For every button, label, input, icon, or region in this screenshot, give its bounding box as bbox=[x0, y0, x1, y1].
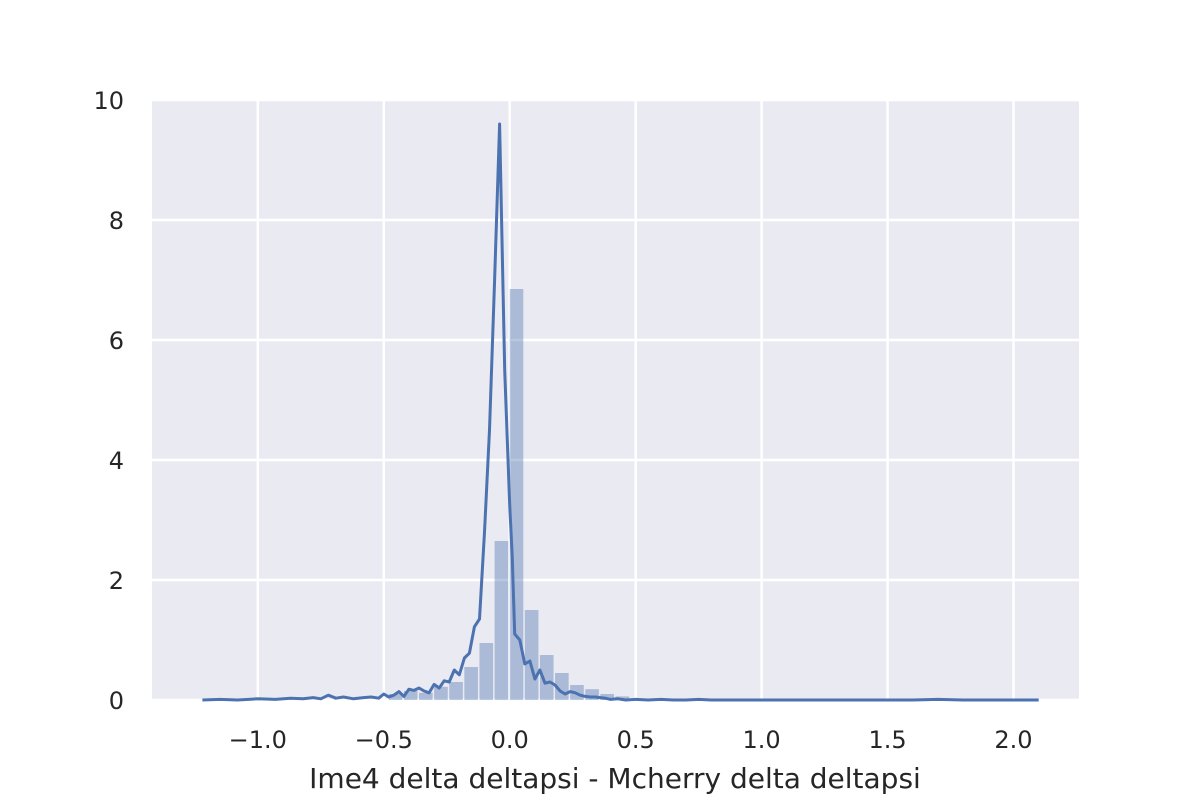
histogram-bar bbox=[479, 643, 494, 700]
histogram-bar bbox=[464, 667, 478, 700]
plot-area bbox=[152, 100, 1079, 700]
y-tick-label: 2 bbox=[109, 567, 124, 595]
x-tick-labels: −1.0 −0.5 0.0 0.5 1.0 1.5 2.0 bbox=[229, 726, 1033, 754]
x-tick-label: 0.5 bbox=[617, 726, 655, 754]
histogram-bar bbox=[449, 682, 463, 700]
x-tick-label: 2.0 bbox=[994, 726, 1032, 754]
kde-curve-layer bbox=[202, 122, 1039, 702]
histogram-bar bbox=[539, 655, 554, 700]
histogram-bar bbox=[585, 689, 599, 700]
histogram-bar bbox=[434, 686, 448, 700]
y-tick-label: 4 bbox=[109, 447, 124, 475]
gridlines bbox=[152, 98, 1079, 702]
y-tick-label: 0 bbox=[109, 687, 124, 715]
kde-line bbox=[202, 122, 1039, 702]
histogram-bar bbox=[600, 694, 614, 700]
y-tick-label: 8 bbox=[109, 207, 124, 235]
x-tick-label: −0.5 bbox=[355, 726, 413, 754]
histogram-bar bbox=[388, 694, 403, 700]
histogram-bar bbox=[419, 692, 433, 700]
x-tick-label: 1.0 bbox=[743, 726, 781, 754]
y-tick-labels: 0 2 4 6 8 10 bbox=[93, 87, 124, 715]
y-tick-label: 6 bbox=[109, 327, 124, 355]
x-tick-label: 1.5 bbox=[868, 726, 906, 754]
histogram-bar bbox=[524, 610, 539, 700]
x-tick-label: 0.0 bbox=[491, 726, 529, 754]
histogram-bar bbox=[494, 541, 509, 700]
x-axis-label: Ime4 delta deltapsi - Mcherry delta delt… bbox=[309, 762, 921, 795]
histogram-bar bbox=[403, 691, 418, 700]
x-tick-label: −1.0 bbox=[229, 726, 287, 754]
y-tick-label: 10 bbox=[93, 87, 124, 115]
